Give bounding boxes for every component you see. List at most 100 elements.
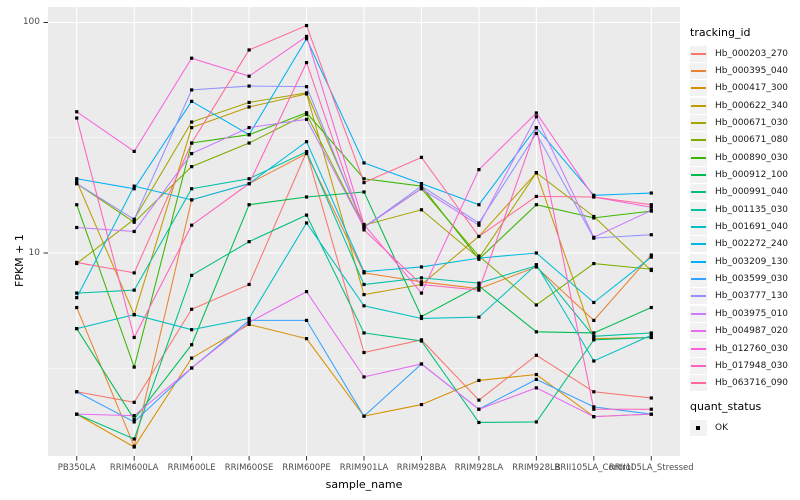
data-point-marker xyxy=(190,198,194,202)
data-point-marker xyxy=(649,205,653,209)
data-point-marker xyxy=(75,179,79,183)
data-point-marker xyxy=(190,273,194,277)
data-point-marker xyxy=(75,412,79,416)
data-point-marker xyxy=(304,37,309,41)
data-point-marker xyxy=(304,117,309,121)
legend-line-sample xyxy=(691,347,706,350)
legend-line-sample xyxy=(691,208,706,211)
x-tick-label-RRIM600LE: RRIM600LE xyxy=(167,463,216,473)
data-point-marker xyxy=(304,337,309,341)
legend-item-Hb_000671_080: Hb_000671_080 xyxy=(690,132,798,149)
data-point-marker xyxy=(190,165,194,169)
legend-label: Hb_001691_040 xyxy=(715,222,789,233)
legend-label: OK xyxy=(715,422,728,433)
legend-line-sample xyxy=(691,312,706,315)
data-point-marker xyxy=(534,353,538,357)
data-point-marker xyxy=(132,437,136,441)
data-point-marker xyxy=(592,338,596,342)
data-point-marker xyxy=(534,203,538,207)
legend-item-Hb_012760_030: Hb_012760_030 xyxy=(690,340,798,357)
data-point-marker xyxy=(649,333,653,337)
legend-item-Hb_063716_090: Hb_063716_090 xyxy=(690,375,798,392)
legend-item-Hb_000912_100: Hb_000912_100 xyxy=(690,166,798,184)
legend-label: Hb_000671_030 xyxy=(715,118,789,129)
data-point-marker xyxy=(534,386,538,390)
data-point-marker xyxy=(477,407,481,411)
data-point-marker xyxy=(132,271,136,275)
data-point-marker xyxy=(132,187,136,191)
legend-label: Hb_000890_030 xyxy=(715,152,789,163)
legend-line-sample xyxy=(691,70,706,73)
data-point-marker xyxy=(190,120,194,124)
legend-key-swatch xyxy=(690,271,707,288)
data-point-marker xyxy=(362,177,366,181)
data-point-marker xyxy=(534,115,538,119)
data-point-marker xyxy=(477,288,481,292)
legend-line-sample xyxy=(691,174,706,177)
data-point-marker xyxy=(592,318,596,323)
data-point-marker xyxy=(477,223,481,227)
data-point-marker xyxy=(649,253,653,257)
data-point-marker xyxy=(534,111,538,115)
data-point-marker xyxy=(649,335,653,340)
legend-key-swatch xyxy=(690,167,707,184)
data-point-marker xyxy=(75,326,79,331)
legend-tracking-id: tracking_id Hb_000203_270 Hb_000395_040 Hb… xyxy=(690,26,798,392)
data-point-marker xyxy=(75,110,79,114)
data-point-marker xyxy=(362,222,366,227)
data-point-marker xyxy=(534,377,538,381)
data-point-marker xyxy=(649,407,653,411)
legend-item-quant-OK: OK xyxy=(690,419,798,436)
data-point-marker xyxy=(132,445,136,449)
data-point-marker xyxy=(247,74,251,78)
data-point-marker xyxy=(419,339,424,343)
data-point-marker xyxy=(649,255,653,259)
data-point-marker xyxy=(304,213,309,217)
data-point-marker xyxy=(362,190,366,194)
legend-item-Hb_003777_130: Hb_003777_130 xyxy=(690,288,798,305)
data-point-marker xyxy=(534,372,538,377)
data-point-marker xyxy=(362,228,366,232)
legend-key-swatch xyxy=(690,80,707,97)
data-point-marker xyxy=(534,330,538,334)
data-point-marker xyxy=(477,281,481,285)
data-point-marker xyxy=(304,150,309,154)
data-point-marker xyxy=(592,359,596,363)
data-point-marker xyxy=(190,307,194,311)
data-point-marker xyxy=(419,155,424,159)
legend-item-Hb_000890_030: Hb_000890_030 xyxy=(690,149,798,166)
legend-line-sample xyxy=(691,330,706,333)
legend-line-sample xyxy=(691,139,706,142)
legend-item-Hb_000417_300: Hb_000417_300 xyxy=(690,80,798,97)
data-point-marker xyxy=(477,284,481,288)
legend-key-swatch xyxy=(690,63,707,80)
data-point-marker xyxy=(132,220,136,224)
data-point-marker xyxy=(649,203,653,207)
legend-line-sample xyxy=(691,382,706,385)
data-point-marker xyxy=(477,203,481,207)
data-point-marker xyxy=(190,356,194,360)
data-point-marker xyxy=(419,265,424,269)
data-point-marker xyxy=(132,149,136,153)
legend-label: Hb_063716_090 xyxy=(715,378,789,389)
data-point-marker xyxy=(190,99,194,103)
data-point-marker xyxy=(247,240,251,244)
data-point-marker xyxy=(132,229,136,234)
legend-line-sample xyxy=(691,243,706,246)
x-tick-label-PB350LA: PB350LA xyxy=(57,463,96,473)
legend-label: Hb_017948_030 xyxy=(715,360,789,371)
data-point-marker xyxy=(649,208,653,213)
data-point-marker xyxy=(190,187,194,191)
data-point-marker xyxy=(592,300,596,305)
legend-label: Hb_003599_030 xyxy=(715,274,789,285)
data-point-marker xyxy=(649,191,653,195)
data-point-marker xyxy=(592,193,596,197)
data-point-marker xyxy=(419,184,424,188)
data-point-marker xyxy=(247,84,251,88)
data-point-marker xyxy=(247,100,251,105)
data-point-marker xyxy=(419,208,424,212)
legend-key-swatch xyxy=(690,288,707,305)
data-point-marker xyxy=(534,125,538,130)
legend-label: Hb_000417_300 xyxy=(715,83,789,94)
